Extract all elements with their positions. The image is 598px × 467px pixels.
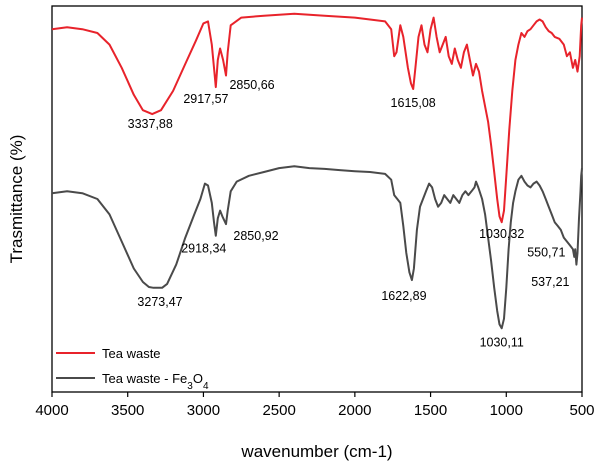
x-tick-label: 3500: [111, 402, 144, 419]
peak-label: 3337,88: [128, 117, 173, 131]
peak-label: 1622,89: [381, 289, 426, 303]
plot-frame: [51, 5, 583, 393]
peak-label: 550,71: [527, 246, 565, 260]
legend-label-fe-prefix: Tea waste - Fe: [102, 371, 187, 386]
x-tick-label: 1000: [490, 402, 523, 419]
legend-label-tea-waste-fe3o4: Tea waste - Fe3O4: [102, 371, 209, 392]
legend-label-o: O: [193, 371, 203, 386]
peak-label: 3273,47: [137, 295, 182, 309]
x-tick-label: 4000: [35, 402, 68, 419]
legend-label-tea-waste: Tea waste: [102, 346, 161, 361]
legend: Tea waste Tea waste - Fe3O4: [56, 346, 209, 392]
x-tick-label: 500: [569, 402, 594, 419]
peak-label: 2850,92: [233, 229, 278, 243]
x-tick-label: 2000: [338, 402, 371, 419]
legend-label-sub-4: 4: [203, 381, 209, 392]
y-axis-title: Trasmittance (%): [7, 135, 26, 264]
peak-label: 2917,57: [183, 92, 228, 106]
peak-label: 537,21: [531, 275, 569, 289]
x-axis-ticks: 4000 3500 3000 2500 2000 1500 1000 500: [35, 392, 595, 419]
legend-label-sub-3: 3: [187, 381, 193, 392]
x-tick-label: 2500: [262, 402, 295, 419]
x-tick-label: 3000: [187, 402, 220, 419]
peak-label: 1615,08: [391, 96, 436, 110]
x-axis-title: wavenumber (cm-1): [240, 442, 392, 461]
peak-label: 1030,11: [480, 335, 524, 349]
series-line-tea-waste-fe3o4: [51, 165, 583, 330]
peak-label: 2918,34: [181, 241, 226, 255]
series-layer: [51, 12, 583, 330]
x-tick-label: 1500: [414, 402, 447, 419]
series-line-tea-waste: [51, 12, 583, 224]
peak-label: 1030,32: [479, 227, 524, 241]
peak-label: 2850,66: [229, 78, 274, 92]
